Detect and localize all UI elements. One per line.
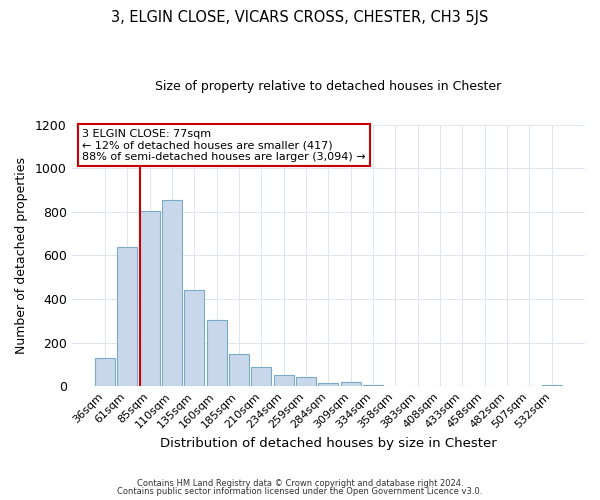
- Bar: [341, 382, 361, 386]
- Bar: [542, 385, 562, 386]
- Bar: [251, 366, 271, 386]
- Text: 3 ELGIN CLOSE: 77sqm
← 12% of detached houses are smaller (417)
88% of semi-deta: 3 ELGIN CLOSE: 77sqm ← 12% of detached h…: [82, 128, 365, 162]
- Bar: [318, 383, 338, 386]
- X-axis label: Distribution of detached houses by size in Chester: Distribution of detached houses by size …: [160, 437, 497, 450]
- Text: Contains HM Land Registry data © Crown copyright and database right 2024.: Contains HM Land Registry data © Crown c…: [137, 478, 463, 488]
- Text: 3, ELGIN CLOSE, VICARS CROSS, CHESTER, CH3 5JS: 3, ELGIN CLOSE, VICARS CROSS, CHESTER, C…: [112, 10, 488, 25]
- Text: Contains public sector information licensed under the Open Government Licence v3: Contains public sector information licen…: [118, 487, 482, 496]
- Bar: [274, 375, 294, 386]
- Bar: [118, 247, 137, 386]
- Title: Size of property relative to detached houses in Chester: Size of property relative to detached ho…: [155, 80, 502, 93]
- Bar: [162, 200, 182, 386]
- Bar: [184, 290, 205, 386]
- Y-axis label: Number of detached properties: Number of detached properties: [15, 157, 28, 354]
- Bar: [229, 354, 249, 386]
- Bar: [95, 358, 115, 386]
- Bar: [206, 320, 227, 386]
- Bar: [363, 385, 383, 386]
- Bar: [140, 211, 160, 386]
- Bar: [296, 377, 316, 386]
